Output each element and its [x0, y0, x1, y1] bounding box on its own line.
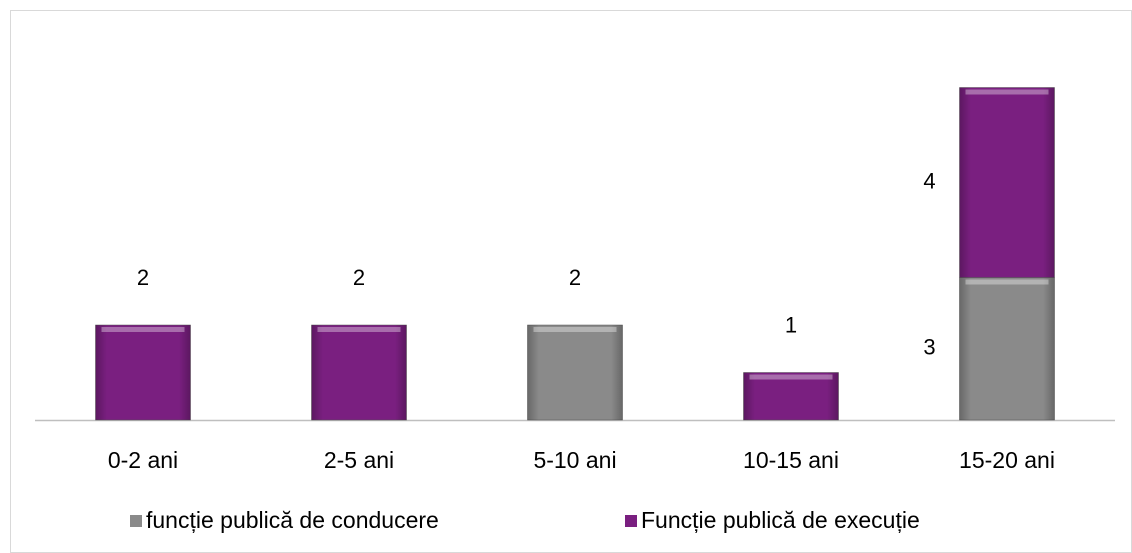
data-label: 1 — [785, 312, 797, 337]
x-tick-label: 2-5 ani — [324, 447, 394, 473]
x-tick-label: 5-10 ani — [533, 447, 616, 473]
bar-shade — [743, 372, 839, 420]
bar-highlight — [965, 89, 1049, 95]
bar-shade — [95, 325, 191, 420]
bar-highlight — [317, 327, 401, 332]
data-label: 2 — [353, 265, 365, 290]
bar-highlight — [533, 327, 617, 332]
bar-shade — [527, 325, 623, 420]
bar-shade — [959, 87, 1055, 278]
x-tick-label: 15-20 ani — [959, 447, 1055, 473]
bar-highlight — [749, 374, 833, 380]
bar-shade — [311, 325, 407, 420]
data-label: 2 — [137, 265, 149, 290]
data-label: 2 — [569, 265, 581, 290]
bar-highlight — [965, 279, 1049, 285]
data-label: 3 — [923, 335, 935, 360]
bar-shade — [959, 277, 1055, 420]
legend-label: funcție publică de conducere — [146, 507, 439, 533]
data-label: 4 — [923, 168, 935, 193]
legend-swatch — [625, 515, 637, 527]
x-tick-label: 10-15 ani — [743, 447, 839, 473]
x-tick-label: 0-2 ani — [108, 447, 178, 473]
bar-highlight — [101, 327, 185, 332]
legend-swatch — [130, 515, 142, 527]
legend-label: Funcție publică de execuție — [641, 507, 920, 533]
